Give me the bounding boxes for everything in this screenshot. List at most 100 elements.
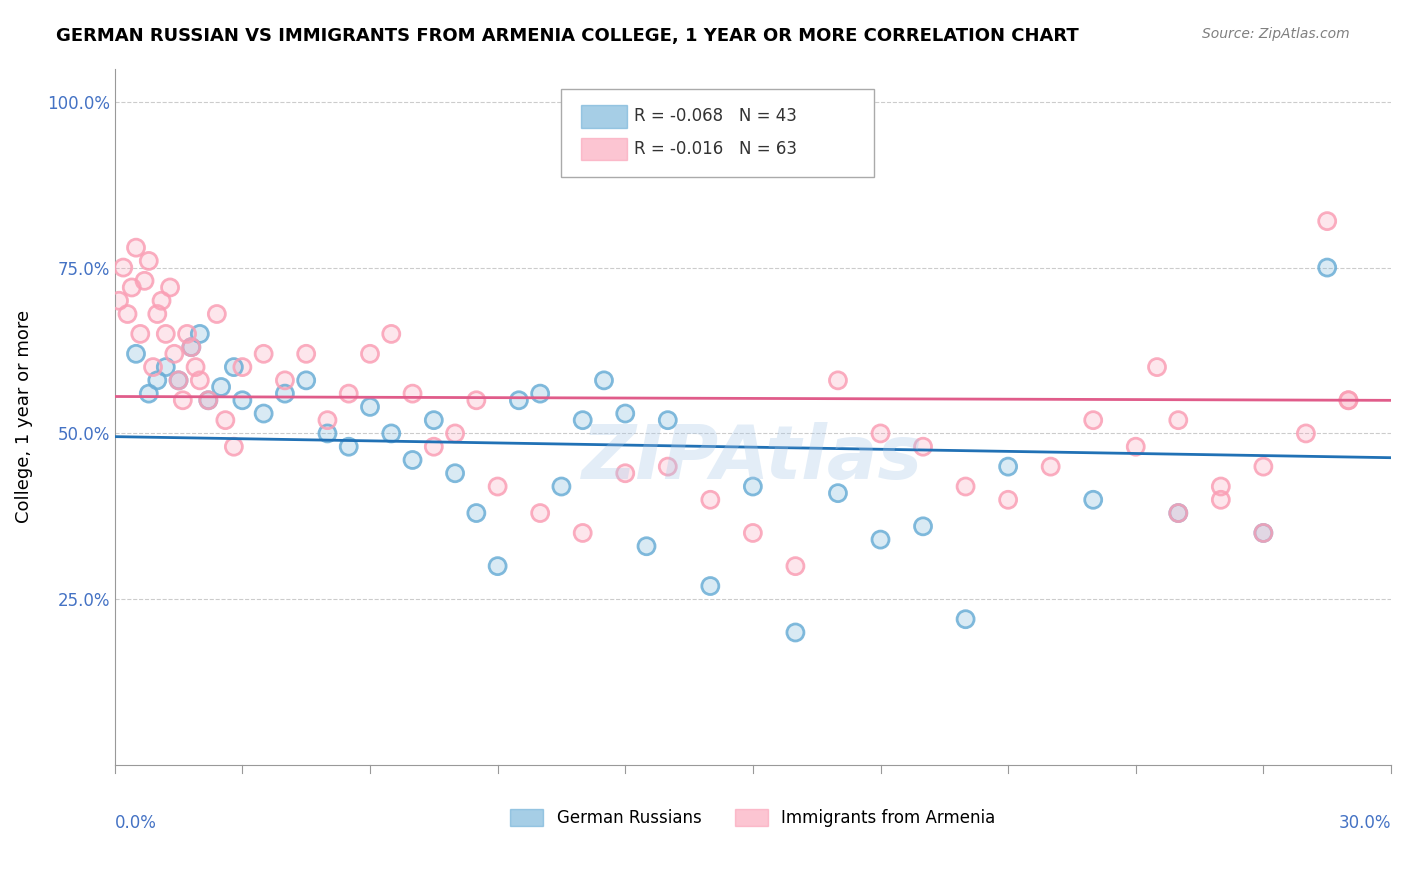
Point xyxy=(1083,492,1105,507)
Point xyxy=(1253,525,1275,540)
Point xyxy=(129,326,152,341)
Point xyxy=(785,559,807,574)
Point xyxy=(869,533,891,547)
Point xyxy=(155,360,177,375)
Point xyxy=(359,347,381,361)
Point xyxy=(912,519,935,533)
Point xyxy=(997,459,1019,474)
Point xyxy=(1167,506,1189,520)
Point xyxy=(222,360,245,375)
Point xyxy=(827,373,849,387)
Point xyxy=(465,393,488,408)
Point xyxy=(146,373,169,387)
Point xyxy=(1039,459,1062,474)
Point xyxy=(444,467,467,481)
Point xyxy=(699,492,721,507)
Point xyxy=(274,373,297,387)
Point xyxy=(167,373,190,387)
Point xyxy=(869,426,891,441)
Point xyxy=(188,373,211,387)
Point xyxy=(1253,459,1275,474)
Point xyxy=(529,506,551,520)
Point xyxy=(1167,413,1189,427)
Point xyxy=(1039,459,1062,474)
Point xyxy=(486,479,509,493)
Point xyxy=(1253,525,1275,540)
Point xyxy=(129,326,152,341)
Point xyxy=(209,380,232,394)
Point xyxy=(508,393,530,408)
Point xyxy=(125,241,148,255)
Point xyxy=(253,347,276,361)
Point xyxy=(571,525,593,540)
Point xyxy=(155,326,177,341)
Point xyxy=(142,360,165,375)
Point xyxy=(423,413,446,427)
Point xyxy=(657,413,679,427)
Point xyxy=(486,559,509,574)
Point xyxy=(699,579,721,593)
Point xyxy=(869,533,891,547)
Point xyxy=(337,440,360,454)
Point xyxy=(337,386,360,401)
Point xyxy=(636,539,658,553)
Point xyxy=(741,479,763,493)
Point xyxy=(1337,393,1360,408)
Point xyxy=(108,293,131,308)
Point xyxy=(121,280,143,294)
Point xyxy=(117,307,139,321)
Point xyxy=(159,280,181,294)
Point xyxy=(295,373,318,387)
Point xyxy=(163,347,186,361)
Point xyxy=(1316,260,1339,275)
Point xyxy=(1167,506,1189,520)
Point xyxy=(316,413,339,427)
Point xyxy=(699,579,721,593)
Point xyxy=(138,386,160,401)
Point xyxy=(571,413,593,427)
Point xyxy=(571,413,593,427)
Point xyxy=(1209,492,1232,507)
Point xyxy=(163,347,186,361)
Point xyxy=(205,307,228,321)
Point xyxy=(401,453,423,467)
Point xyxy=(550,479,572,493)
Point xyxy=(253,407,276,421)
Point xyxy=(827,373,849,387)
Point xyxy=(614,467,637,481)
Point xyxy=(657,459,679,474)
Point xyxy=(197,393,219,408)
Y-axis label: College, 1 year or more: College, 1 year or more xyxy=(15,310,32,524)
Point xyxy=(741,525,763,540)
Point xyxy=(912,440,935,454)
Point xyxy=(209,380,232,394)
Point xyxy=(486,559,509,574)
Point xyxy=(486,479,509,493)
Point xyxy=(1209,479,1232,493)
Point xyxy=(125,241,148,255)
Point xyxy=(827,486,849,500)
Point xyxy=(636,539,658,553)
FancyBboxPatch shape xyxy=(581,138,627,161)
Point xyxy=(150,293,173,308)
Point xyxy=(316,413,339,427)
Point xyxy=(571,525,593,540)
Point xyxy=(1167,413,1189,427)
Point xyxy=(172,393,194,408)
Point xyxy=(444,467,467,481)
Point xyxy=(699,492,721,507)
Point xyxy=(274,386,297,401)
Point xyxy=(231,360,253,375)
Point xyxy=(380,426,402,441)
Point xyxy=(614,407,637,421)
Point xyxy=(155,360,177,375)
Point xyxy=(401,386,423,401)
Point xyxy=(614,467,637,481)
Point xyxy=(188,373,211,387)
Point xyxy=(508,393,530,408)
Point xyxy=(1125,440,1147,454)
Text: 0.0%: 0.0% xyxy=(115,814,156,832)
Point xyxy=(912,440,935,454)
Point xyxy=(184,360,207,375)
Point xyxy=(593,373,616,387)
